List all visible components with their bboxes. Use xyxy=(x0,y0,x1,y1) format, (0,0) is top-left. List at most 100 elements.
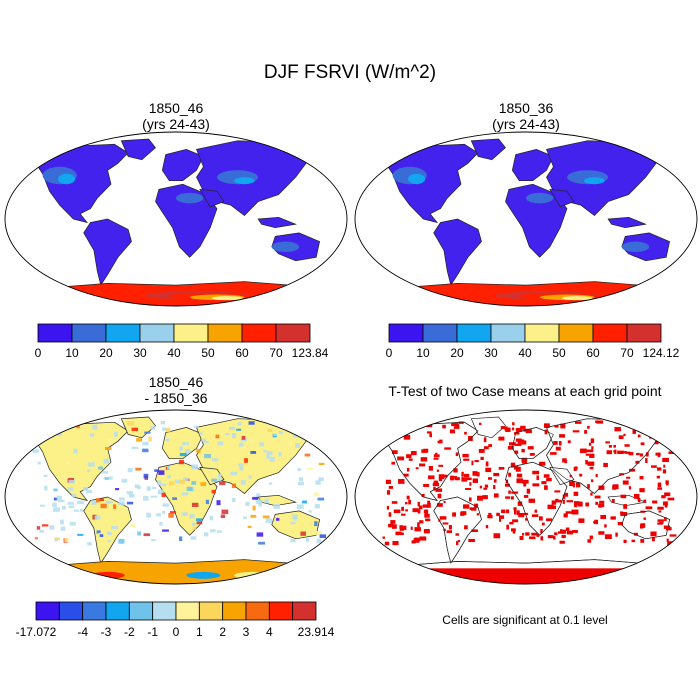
significant-cell xyxy=(555,498,559,502)
field-cell xyxy=(160,420,166,425)
significant-cell xyxy=(398,532,404,536)
significant-cell xyxy=(412,508,419,513)
significant-cell xyxy=(504,426,508,431)
field-cell xyxy=(300,531,306,536)
significant-cell xyxy=(516,478,523,484)
field-cell xyxy=(67,487,74,491)
field-cell xyxy=(158,470,165,475)
field-cell xyxy=(111,526,119,530)
significant-cell xyxy=(443,500,446,504)
significant-cell xyxy=(438,474,445,480)
field-cell xyxy=(210,529,216,533)
significant-cell xyxy=(515,466,521,472)
colorbar-label: 20 xyxy=(99,346,113,360)
field-cell xyxy=(238,442,244,447)
significant-cell xyxy=(596,420,604,424)
significant-cell xyxy=(610,516,616,520)
colorbar-label: 30 xyxy=(484,346,498,360)
significant-cell xyxy=(574,501,580,506)
field-cell xyxy=(98,533,105,536)
field-cell xyxy=(63,474,69,479)
significant-cell xyxy=(450,475,454,481)
significant-cell xyxy=(531,514,539,518)
field-cell xyxy=(118,497,125,501)
significant-cell xyxy=(660,423,663,428)
field-cell xyxy=(148,436,152,442)
field-cell xyxy=(191,464,198,470)
significant-cell xyxy=(468,497,472,502)
significant-cell xyxy=(559,540,565,544)
field-cell xyxy=(129,524,136,528)
field-cell xyxy=(191,502,199,507)
significant-cell xyxy=(392,541,399,546)
colorbar-swatch xyxy=(58,601,84,621)
significant-cell xyxy=(443,528,446,531)
significant-cell xyxy=(457,540,461,543)
significant-cell xyxy=(654,441,659,445)
antarctic-band xyxy=(211,296,243,301)
field-cell xyxy=(273,433,277,437)
continent-indonesia xyxy=(607,216,647,229)
significant-cell xyxy=(406,495,410,500)
significant-cell xyxy=(667,439,673,443)
field-cell xyxy=(73,509,80,512)
field-cell xyxy=(297,482,304,486)
colorbar-swatch xyxy=(198,601,224,621)
antarctic-band xyxy=(186,571,221,579)
significant-cell xyxy=(471,529,478,533)
field-cell xyxy=(314,492,319,497)
field-cell xyxy=(161,492,166,498)
significant-cell xyxy=(550,452,557,455)
colorbar-label: 23.914 xyxy=(298,625,335,639)
colorbar-label: 0 xyxy=(173,625,180,639)
field-cell xyxy=(71,422,79,426)
significant-cell xyxy=(516,510,520,516)
significant-cell xyxy=(564,492,569,497)
field-cell xyxy=(293,517,298,521)
field-cell xyxy=(126,501,134,505)
significant-cell xyxy=(531,532,538,536)
significant-cell xyxy=(628,452,634,456)
field-cell xyxy=(96,498,100,503)
field-cell xyxy=(306,537,310,542)
panel-title-case1-line2: (yrs 24-43) xyxy=(142,116,210,132)
field-cell xyxy=(220,514,226,519)
significant-cell xyxy=(419,536,427,541)
field-cell xyxy=(314,428,321,432)
field-cell xyxy=(241,439,247,442)
field-cell xyxy=(54,537,60,541)
field-cell xyxy=(54,539,58,542)
field-cell xyxy=(142,448,149,453)
continent-southAmerica xyxy=(83,496,132,564)
field-cell xyxy=(252,505,256,511)
significant-cell xyxy=(391,461,395,465)
significant-cell xyxy=(541,481,547,485)
field-cell xyxy=(88,462,95,467)
significant-cell xyxy=(594,519,599,525)
field-cell xyxy=(168,512,174,518)
significant-cell xyxy=(573,491,579,496)
field-cell xyxy=(129,493,135,498)
colorbar-label: 20 xyxy=(450,346,464,360)
significant-cell xyxy=(553,441,558,445)
significant-cell xyxy=(505,496,511,499)
map-case1 xyxy=(4,131,348,307)
significant-cell xyxy=(666,423,671,428)
significant-cell xyxy=(439,439,443,444)
field-cell xyxy=(106,501,113,504)
significant-cell xyxy=(439,516,447,520)
colorbar-swatch xyxy=(222,601,247,621)
field-cell xyxy=(118,501,125,506)
significant-cell xyxy=(665,480,669,485)
significant-cell xyxy=(661,434,665,440)
field-cell xyxy=(69,522,76,526)
significant-cell xyxy=(529,536,536,540)
significant-cell xyxy=(462,453,469,458)
colorbar-swatch xyxy=(241,323,277,343)
significant-cell xyxy=(391,524,397,529)
field-cell xyxy=(236,428,242,431)
significant-cell xyxy=(414,537,421,542)
field-cell xyxy=(217,478,222,482)
coastline-antarctica xyxy=(367,559,685,584)
colorbar-swatch xyxy=(82,601,107,621)
